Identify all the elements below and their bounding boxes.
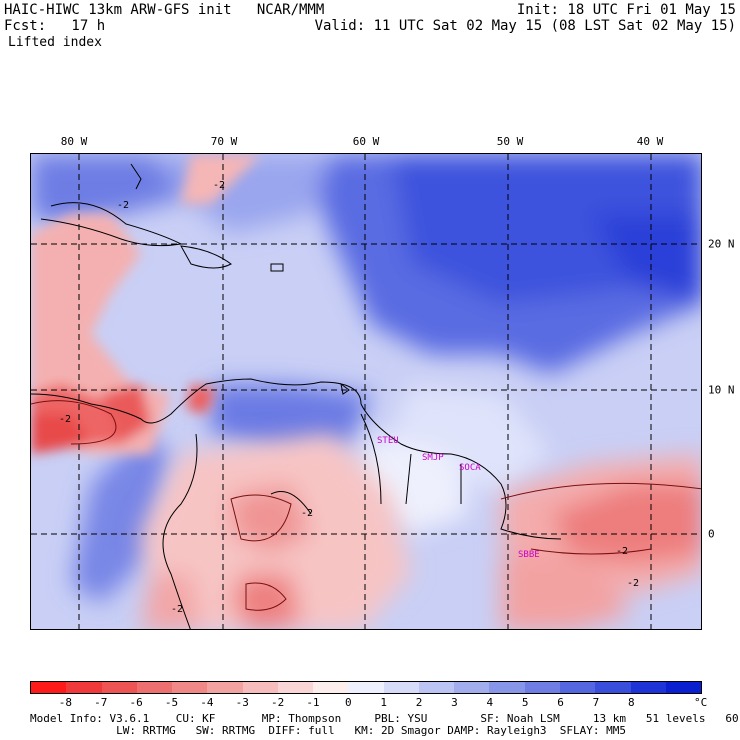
colorbar-swatch xyxy=(101,682,137,693)
colorbar-swatch xyxy=(207,682,243,693)
colorbar-swatch xyxy=(418,682,455,693)
station-label-steu: STEU xyxy=(377,436,399,446)
colorbar-swatch xyxy=(348,682,384,693)
colorbar-tick-label: 2 xyxy=(415,696,423,709)
contour-label: -2 xyxy=(59,414,71,425)
stable-region-north-atlantic xyxy=(31,154,701,604)
contour-label: -2 xyxy=(117,200,129,211)
colorbar-tick-label: 1 xyxy=(380,696,387,709)
colorbar-tick-label: 4 xyxy=(486,696,494,709)
station-label-sbbe: SBBE xyxy=(518,550,540,560)
colorbar-swatch xyxy=(489,682,525,693)
colorbar xyxy=(30,681,702,694)
colorbar-swatch xyxy=(665,682,702,693)
colorbar-tick-label: -7 xyxy=(94,696,108,709)
lat-label-0: 0 xyxy=(708,527,715,541)
coastlines xyxy=(31,163,562,629)
colorbar-tick-label: 7 xyxy=(592,696,600,709)
colorbar-swatch xyxy=(313,682,349,693)
colorbar-tick-label: -2 xyxy=(270,696,285,709)
colorbar-unit: °C xyxy=(694,696,708,709)
contour-label: -2 xyxy=(171,604,183,615)
colorbar-swatch xyxy=(524,682,560,693)
colorbar-tick-label: -1 xyxy=(306,696,320,709)
field-name: Lifted index xyxy=(8,35,102,50)
colorbar-ticks: -8 -7 -6 -5 -4 -3 -2 -1 0 1 2 3 4 5 6 7 8 xyxy=(30,696,702,709)
station-label-soca: SOCA xyxy=(459,463,481,473)
colorbar-swatch xyxy=(136,682,173,693)
colorbar-tick-label: 0 xyxy=(345,696,352,709)
contour-label-group: -2 -2 -2 -2 -2 -2 -2 xyxy=(59,180,639,615)
valid-time: Valid: 11 UTC Sat 02 May 15 (08 LST Sat … xyxy=(314,18,736,34)
colorbar-tick-label: -6 xyxy=(129,696,143,709)
colorbar-tick-label: 8 xyxy=(627,696,635,709)
colorbar-tick-label: -4 xyxy=(200,696,214,709)
contour-label: -2 xyxy=(627,578,639,589)
contour-label: -2 xyxy=(213,180,225,191)
station-labels: STEU SMJP SOCA SBBE xyxy=(377,436,540,560)
unstable-region-south-america xyxy=(141,434,411,629)
lon-label-60w: 60 W xyxy=(352,135,380,148)
colorbar-swatch xyxy=(242,682,278,693)
model-info-line-2: LW: RRTMG SW: RRTMG DIFF: full KM: 2D Sm… xyxy=(30,724,627,737)
colorbar-swatch xyxy=(277,682,314,693)
unstable-region-central-america xyxy=(31,154,261,454)
init-time: Init: 18 UTC Fri 01 May 15 xyxy=(516,2,736,18)
contour-label: -2 xyxy=(616,546,628,557)
station-label-smjp: SMJP xyxy=(422,453,444,463)
colorbar-tick-label: -8 xyxy=(58,696,72,709)
lat-label-20n: 20 N xyxy=(708,237,735,251)
lon-label-80w: 80 W xyxy=(60,135,88,148)
colorbar-swatch xyxy=(66,682,102,693)
map-canvas: -2 -2 -2 -2 -2 -2 -2 STEU SMJP SOCA SBBE xyxy=(31,154,701,629)
colorbar-swatch xyxy=(31,682,67,693)
lat-label-10n: 10 N xyxy=(708,383,735,397)
contour-lines xyxy=(31,400,701,611)
colorbar-swatch xyxy=(454,682,490,693)
colorbar-swatch xyxy=(595,682,631,693)
colorbar-swatch xyxy=(383,682,419,693)
colorbar-tick-label: -5 xyxy=(164,696,179,709)
colorbar-swatch xyxy=(630,682,666,693)
lon-label-50w: 50 W xyxy=(496,135,524,148)
colorbar-tick-label: 3 xyxy=(451,696,458,709)
lifted-index-map: -2 -2 -2 -2 -2 -2 -2 STEU SMJP SOCA SBBE xyxy=(30,153,702,630)
colorbar-tick-label: 6 xyxy=(557,696,564,709)
colorbar-swatch xyxy=(559,682,596,693)
colorbar-tick-label: 5 xyxy=(521,696,529,709)
model-info-line-1: Model Info: V3.6.1 CU: KF MP: Thompson P… xyxy=(30,712,740,725)
colorbar-swatch xyxy=(172,682,208,693)
forecast-hour: Fcst: 17 h xyxy=(4,18,106,34)
contour-label: -2 xyxy=(301,508,313,519)
lon-label-40w: 40 W xyxy=(636,135,664,148)
model-title: HAIC-HIWC 13km ARW-GFS init NCAR/MMM xyxy=(4,2,325,18)
colorbar-tick-label: -3 xyxy=(235,696,249,709)
lon-label-70w: 70 W xyxy=(210,135,238,148)
